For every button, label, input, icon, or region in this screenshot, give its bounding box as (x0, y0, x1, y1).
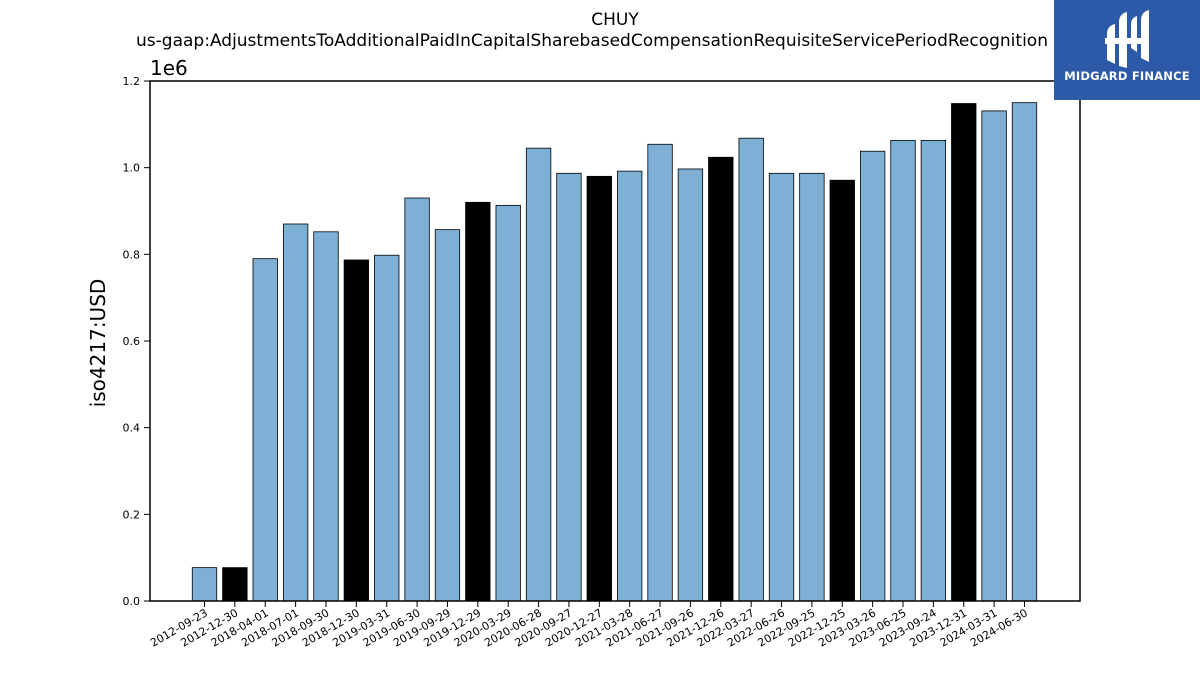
bar-2018-07-01 (282, 223, 309, 602)
bar-2019-12-29 (465, 201, 491, 602)
bar-2021-12-26 (708, 156, 734, 602)
bar-2023-06-25 (890, 139, 916, 602)
bar-2019-06-30 (404, 197, 430, 602)
bar-2021-09-26 (677, 168, 704, 602)
bar-2022-06-26 (768, 172, 795, 602)
bar-2012-12-30 (222, 567, 248, 602)
bar-2022-12-25 (829, 179, 855, 602)
bar-2020-06-28 (525, 147, 552, 602)
y-tick-label: 0.0 (123, 595, 141, 608)
bar-2018-04-01 (252, 258, 278, 602)
bar-2018-09-30 (313, 231, 339, 602)
company-logo: MIDGARD FINANCE (1054, 0, 1200, 100)
y-tick-label: 0.6 (123, 335, 141, 348)
y-tick-label: 0.4 (123, 422, 141, 435)
bar-2021-06-27 (647, 143, 673, 602)
chart-title: CHUY (591, 10, 639, 30)
midgard-logo-icon (1105, 10, 1149, 68)
bar-2012-09-23 (191, 567, 218, 602)
chart-subtitle: us-gaap:AdjustmentsToAdditionalPaidInCap… (136, 31, 1048, 51)
y-axis-label: iso4217:USD (86, 279, 110, 408)
bar-2019-03-31 (374, 254, 400, 602)
bar-2024-06-30 (1011, 102, 1038, 602)
y-tick-label: 0.2 (123, 508, 141, 521)
bar-2020-09-27 (556, 172, 582, 602)
y-tick-label: 1.0 (123, 162, 141, 175)
bar-2023-12-31 (951, 103, 977, 602)
logo-text: MIDGARD FINANCE (1064, 69, 1190, 83)
bar-2020-12-27 (586, 175, 612, 602)
bar-2022-09-25 (799, 172, 825, 602)
bar-2020-03-29 (495, 204, 521, 602)
bar-2023-03-26 (859, 150, 886, 602)
plot-frame (149, 80, 1081, 602)
y-scale-label: 1e6 (150, 56, 188, 80)
bar-2019-09-29 (434, 229, 461, 602)
bar-2024-03-31 (981, 110, 1007, 602)
bar-2021-03-28 (617, 170, 643, 602)
bar-2018-12-30 (343, 259, 370, 602)
bars (191, 102, 1038, 602)
y-tick-label: 0.8 (123, 248, 141, 261)
bar-2022-03-27 (738, 137, 764, 602)
bar-2023-09-24 (920, 139, 947, 602)
y-tick-label: 1.2 (123, 75, 141, 88)
